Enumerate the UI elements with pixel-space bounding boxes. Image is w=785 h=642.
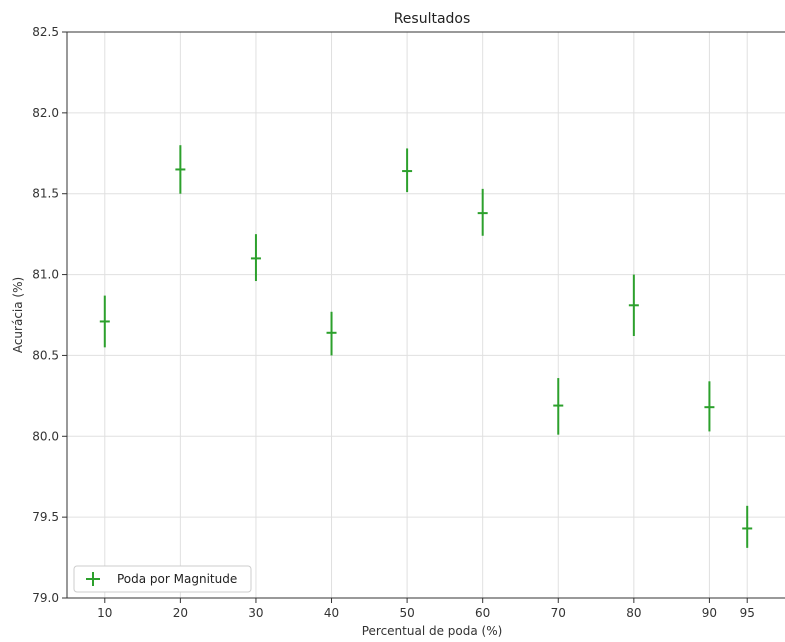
y-tick-label: 80.0 (32, 429, 59, 443)
grid (67, 31, 785, 599)
y-axis: 79.0 79.5 80.0 80.5 81.0 81.5 82.0 82.5 (32, 25, 67, 605)
x-axis-label: Percentual de poda (%) (362, 624, 503, 638)
plot-frame (66, 31, 785, 599)
y-axis-label: Acurácia (%) (11, 277, 25, 353)
y-tick-label: 81.5 (32, 187, 59, 201)
data-point (175, 145, 186, 194)
legend-box (73, 565, 252, 593)
x-tick-label: 60 (475, 606, 490, 620)
x-tick-label: 40 (324, 606, 339, 620)
legend: Poda por Magnitude (73, 565, 252, 593)
data-point (742, 505, 753, 548)
data-point (402, 148, 413, 193)
data-point (553, 378, 564, 435)
chart-title: Resultados (394, 11, 471, 27)
x-tick-label: 30 (248, 606, 263, 620)
x-axis: 10 20 30 40 50 60 70 80 90 95 (97, 598, 755, 620)
legend-label: Poda por Magnitude (117, 572, 237, 586)
data-point (628, 274, 639, 337)
x-tick-label: 10 (97, 606, 112, 620)
y-tick-label: 82.5 (32, 25, 59, 39)
x-tick-label: 70 (551, 606, 566, 620)
x-tick-label: 80 (626, 606, 641, 620)
data-point (477, 188, 488, 236)
x-tick-label: 50 (399, 606, 414, 620)
data-point (99, 295, 110, 348)
x-tick-label: 20 (173, 606, 188, 620)
x-tick-label: 90 (702, 606, 717, 620)
y-tick-label: 79.0 (32, 591, 59, 605)
y-tick-label: 80.5 (32, 348, 59, 362)
y-tick-label: 81.0 (32, 268, 59, 282)
y-tick-label: 82.0 (32, 106, 59, 120)
data-point (704, 381, 715, 432)
data-point (250, 234, 261, 282)
y-tick-label: 79.5 (32, 510, 59, 524)
x-tick-label: 95 (740, 606, 755, 620)
data-point (326, 311, 337, 356)
data-series (99, 145, 753, 548)
